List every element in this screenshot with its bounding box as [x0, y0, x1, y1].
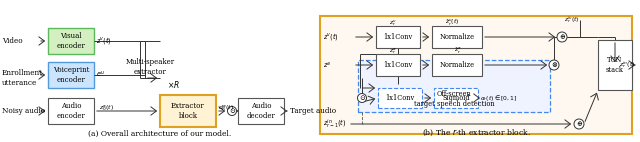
- Text: $e^u$: $e^u$: [96, 69, 105, 79]
- Text: ⊙: ⊙: [229, 107, 235, 115]
- FancyBboxPatch shape: [598, 40, 632, 90]
- FancyBboxPatch shape: [48, 28, 94, 54]
- Text: ⊗: ⊗: [551, 61, 557, 69]
- Circle shape: [574, 119, 584, 129]
- Text: Off-screen
target speech detection: Off-screen target speech detection: [413, 90, 494, 108]
- FancyBboxPatch shape: [160, 95, 216, 127]
- FancyBboxPatch shape: [378, 88, 422, 108]
- Text: $\hat{z}_r^v(t)$: $\hat{z}_r^v(t)$: [445, 18, 459, 28]
- Circle shape: [358, 93, 367, 103]
- Text: Extractor
block: Extractor block: [171, 102, 205, 120]
- Text: $z^{in}_{r-1}(t)$: $z^{in}_{r-1}(t)$: [323, 117, 346, 131]
- FancyBboxPatch shape: [238, 98, 284, 124]
- Text: Target audio: Target audio: [290, 107, 336, 115]
- Text: (b) The $r$-th extractor block.: (b) The $r$-th extractor block.: [422, 128, 531, 138]
- Text: $z^v(t)$: $z^v(t)$: [323, 32, 339, 42]
- Text: $z_r^{in}(t)$: $z_r^{in}(t)$: [619, 60, 635, 70]
- Text: $z^v(t)$: $z^v(t)$: [96, 35, 112, 45]
- Circle shape: [227, 106, 237, 115]
- Text: $z_r^a$: $z_r^a$: [389, 46, 397, 56]
- Text: $z_r^{iv}(t)$: $z_r^{iv}(t)$: [564, 15, 580, 25]
- Text: $z_0^a(t)$: $z_0^a(t)$: [99, 103, 114, 113]
- Circle shape: [549, 60, 559, 70]
- Text: $\hat{z}_r^a$: $\hat{z}_r^a$: [454, 46, 461, 56]
- Text: Video: Video: [2, 37, 22, 45]
- FancyBboxPatch shape: [48, 62, 94, 88]
- FancyBboxPatch shape: [376, 54, 420, 76]
- Text: $\times R$: $\times R$: [167, 80, 180, 90]
- Text: ⊕: ⊕: [576, 120, 582, 128]
- FancyBboxPatch shape: [432, 54, 482, 76]
- Text: 1x1Conv: 1x1Conv: [385, 94, 415, 102]
- Text: Audio
decoder: Audio decoder: [246, 102, 275, 120]
- Text: Normalize: Normalize: [440, 61, 475, 69]
- Text: $z^a$: $z^a$: [323, 60, 332, 70]
- Circle shape: [557, 32, 567, 42]
- Text: Sigmoid: Sigmoid: [442, 94, 470, 102]
- Text: $\alpha_r(t)\in[0,1]$: $\alpha_r(t)\in[0,1]$: [480, 93, 517, 103]
- Text: Enrollment
utterance: Enrollment utterance: [2, 69, 43, 87]
- Text: 1x1Conv: 1x1Conv: [383, 33, 413, 41]
- Text: TCN
stack: TCN stack: [606, 56, 624, 74]
- Text: Normalize: Normalize: [440, 33, 475, 41]
- FancyBboxPatch shape: [432, 26, 482, 48]
- Text: Noisy audio: Noisy audio: [2, 107, 45, 115]
- FancyBboxPatch shape: [434, 88, 478, 108]
- Text: Audio
encoder: Audio encoder: [56, 102, 85, 120]
- Text: $d_R^a(t)$: $d_R^a(t)$: [218, 103, 234, 113]
- Text: ⊙: ⊙: [359, 94, 365, 102]
- Text: (a) Overall architecture of our model.: (a) Overall architecture of our model.: [88, 130, 232, 138]
- Text: 1x1Conv: 1x1Conv: [383, 61, 413, 69]
- FancyBboxPatch shape: [48, 98, 94, 124]
- Text: Visual
encoder: Visual encoder: [56, 32, 85, 50]
- FancyBboxPatch shape: [358, 60, 550, 112]
- FancyBboxPatch shape: [320, 16, 632, 134]
- FancyBboxPatch shape: [376, 26, 420, 48]
- Text: Multi-speaker
extractor: Multi-speaker extractor: [125, 58, 175, 76]
- Text: Voiceprint
encoder: Voiceprint encoder: [53, 66, 89, 84]
- Text: ⊕: ⊕: [559, 33, 565, 41]
- Text: $z_r^v$: $z_r^v$: [389, 18, 397, 28]
